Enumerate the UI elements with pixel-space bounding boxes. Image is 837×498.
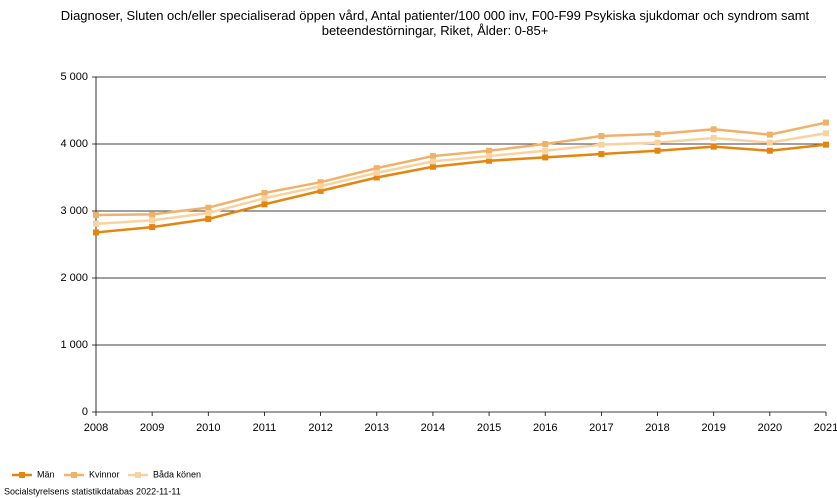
legend-marker xyxy=(19,472,25,478)
point-marker xyxy=(149,211,156,218)
legend-label: Män xyxy=(37,469,55,479)
point-marker xyxy=(710,134,717,141)
x-tick-label: 2021 xyxy=(814,422,837,434)
point-marker xyxy=(710,126,717,133)
point-marker xyxy=(598,132,605,139)
series-line xyxy=(95,121,827,217)
legend-marker xyxy=(71,472,77,478)
point-marker xyxy=(317,183,324,190)
point-marker xyxy=(542,141,549,147)
point-marker xyxy=(93,229,99,236)
y-tick-label: 4 000 xyxy=(60,138,88,150)
point-marker xyxy=(261,195,268,202)
point-marker xyxy=(766,147,773,154)
point-marker xyxy=(149,224,156,231)
x-tick-label: 2010 xyxy=(196,422,220,434)
point-marker xyxy=(205,210,212,217)
source-note: Socialstyrelsens statistikdatabas 2022-1… xyxy=(4,486,181,496)
x-tick-label: 2011 xyxy=(253,422,277,434)
legend-label: Kvinnor xyxy=(89,469,120,479)
point-marker xyxy=(317,179,324,186)
point-marker xyxy=(766,139,773,146)
point-marker xyxy=(823,141,829,148)
x-tick-label: 2009 xyxy=(140,422,164,434)
point-marker xyxy=(429,158,436,165)
y-tick-label: 2 000 xyxy=(60,272,88,284)
point-marker xyxy=(542,147,549,154)
point-marker xyxy=(823,119,829,126)
point-marker xyxy=(205,204,212,211)
point-marker xyxy=(823,130,829,137)
point-marker xyxy=(373,174,380,181)
point-marker xyxy=(486,147,493,154)
x-tick-label: 2015 xyxy=(477,422,501,434)
x-tick-label: 2016 xyxy=(533,422,557,434)
point-marker xyxy=(261,189,268,196)
point-marker xyxy=(373,165,380,172)
point-marker xyxy=(654,147,661,154)
x-tick-label: 2019 xyxy=(701,422,725,434)
series-line xyxy=(95,132,827,225)
point-marker xyxy=(317,187,324,194)
point-marker xyxy=(486,157,493,164)
point-marker xyxy=(429,163,436,170)
point-marker xyxy=(654,130,661,137)
legend-marker xyxy=(135,472,141,478)
y-tick-label: 0 xyxy=(82,406,88,418)
point-marker xyxy=(598,141,605,148)
point-marker xyxy=(149,217,156,224)
point-marker xyxy=(542,154,549,161)
x-tick-label: 2012 xyxy=(308,422,332,434)
point-marker xyxy=(205,216,212,223)
y-tick-label: 1 000 xyxy=(60,339,88,351)
x-tick-label: 2008 xyxy=(84,422,108,434)
x-tick-label: 2013 xyxy=(365,422,389,434)
point-marker xyxy=(766,131,773,138)
point-marker xyxy=(710,143,717,150)
legend-label: Båda könen xyxy=(153,469,201,479)
point-marker xyxy=(429,153,436,160)
x-tick-label: 2014 xyxy=(421,422,445,434)
point-marker xyxy=(93,220,99,227)
x-tick-label: 2020 xyxy=(758,422,782,434)
point-marker xyxy=(93,212,99,219)
point-marker xyxy=(654,139,661,146)
x-tick-label: 2018 xyxy=(645,422,669,434)
x-tick-label: 2017 xyxy=(589,422,613,434)
point-marker xyxy=(373,169,380,176)
chart-title: Diagnoser, Sluten och/eller specialisera… xyxy=(60,8,810,38)
y-tick-label: 3 000 xyxy=(60,205,88,217)
point-marker xyxy=(486,153,493,160)
point-marker xyxy=(598,151,605,158)
series-line xyxy=(95,143,827,234)
point-marker xyxy=(261,201,268,208)
y-tick-label: 5 000 xyxy=(60,71,88,83)
